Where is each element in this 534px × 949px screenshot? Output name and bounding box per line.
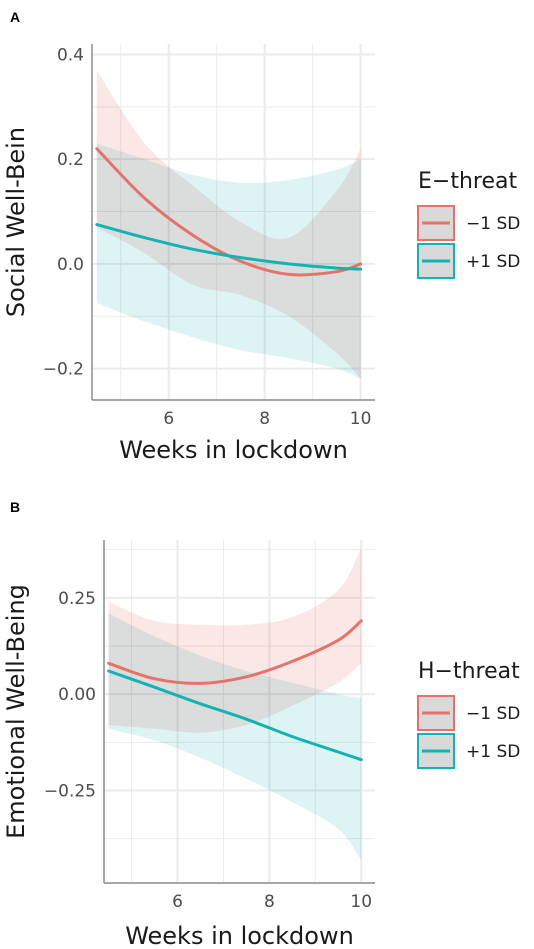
legend-label: +1 SD bbox=[466, 252, 520, 272]
series-line-plus-1sd bbox=[107, 669, 363, 762]
confidence-band-plus-1sd bbox=[96, 143, 361, 380]
legend: E−threat −1 SD +1 SD bbox=[417, 169, 520, 279]
x-tick-label: 6 bbox=[163, 409, 174, 429]
y-tick-label: 0.25 bbox=[58, 589, 96, 609]
x-tick-label: 6 bbox=[172, 892, 183, 912]
legend-label: +1 SD bbox=[466, 742, 520, 762]
y-axis-title: Social Well-Bein bbox=[2, 127, 30, 317]
panel-tag: A bbox=[10, 9, 20, 25]
legend: H−threat −1 SD +1 SD bbox=[417, 659, 520, 769]
x-tick-label: 8 bbox=[259, 409, 270, 429]
x-axis-title: Weeks in lockdown bbox=[125, 922, 354, 949]
y-axis-title: Emotional Well-Being bbox=[2, 584, 30, 839]
y-tick-label: −0.25 bbox=[44, 782, 96, 802]
x-tick-label: 10 bbox=[350, 892, 372, 912]
x-axis-title: Weeks in lockdown bbox=[119, 436, 348, 464]
x-tick-label: 10 bbox=[350, 409, 372, 429]
panel-tag: B bbox=[10, 499, 20, 515]
y-tick-label: 0.00 bbox=[58, 685, 96, 705]
panel-b: B 6 8 10 −0.25 0.00 0.25 Weeks in lockdown Emoti… bbox=[2, 499, 520, 949]
series-line-plus-1sd bbox=[95, 223, 363, 271]
series-line-minus-1sd bbox=[95, 147, 363, 277]
legend-title: E−threat bbox=[418, 169, 517, 194]
series-line-minus-1sd bbox=[107, 619, 363, 685]
y-tick-label: 0.2 bbox=[57, 150, 84, 170]
x-tick-label: 8 bbox=[264, 892, 275, 912]
confidence-band-plus-1sd bbox=[108, 613, 362, 860]
y-tick-label: −0.2 bbox=[43, 360, 84, 380]
legend-label: −1 SD bbox=[466, 704, 520, 724]
legend-label: −1 SD bbox=[466, 214, 520, 234]
legend-title: H−threat bbox=[418, 659, 520, 684]
y-tick-label: 0.4 bbox=[57, 45, 84, 65]
y-tick-label: 0.0 bbox=[57, 255, 84, 275]
panel-a: A 6 8 10 −0.2 0.0 0.2 0.4 Weeks in lockdown Socia… bbox=[2, 9, 520, 464]
